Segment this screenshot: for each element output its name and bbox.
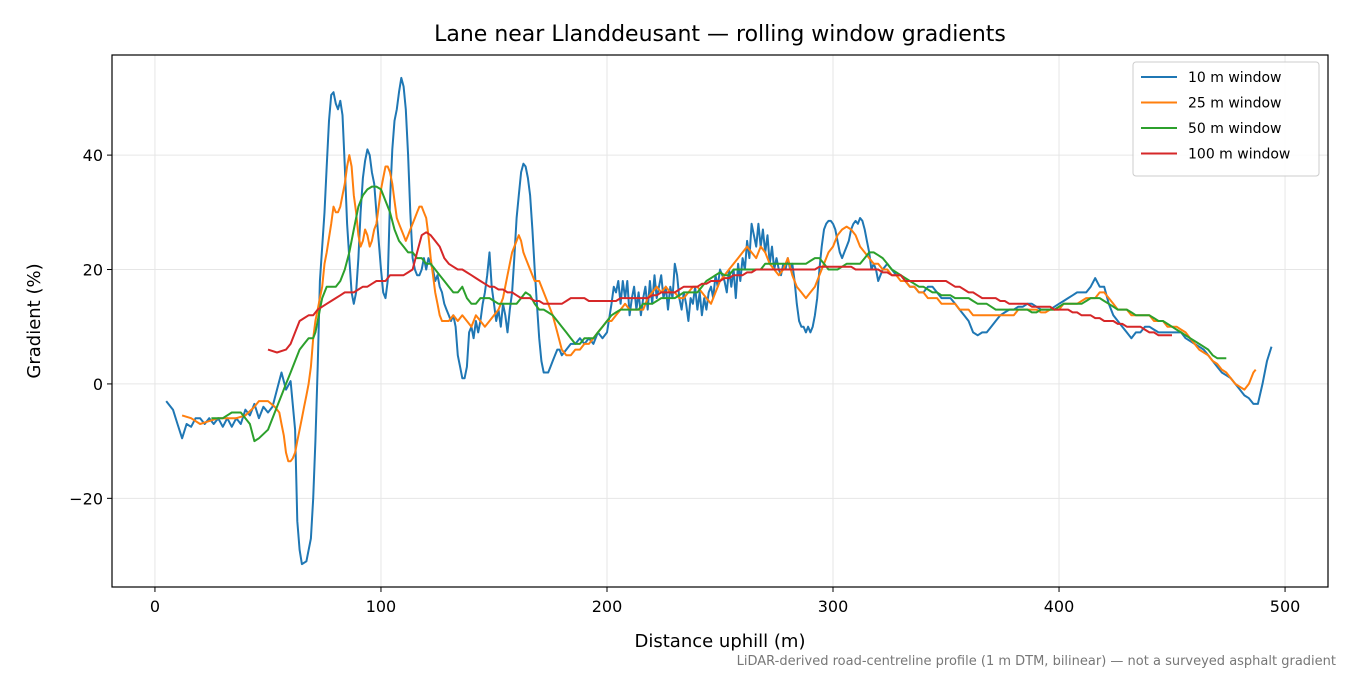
series-lines [165,76,1273,566]
x-tick-label: 300 [818,597,849,616]
chart-title: Lane near Llanddeusant — rolling window … [434,22,1006,47]
y-tick-label: 20 [83,261,103,280]
y-tick-label: 40 [83,146,103,165]
legend: 10 m window 25 m window 50 m window 100 m w… [1132,61,1320,177]
y-axis-title: Gradient (%) [24,263,45,378]
x-tick-label: 0 [150,597,160,616]
x-tick-label: 100 [366,597,397,616]
series-line-2 [181,154,1257,463]
series-line-4 [267,231,1172,354]
legend-label: 50 m window [1188,121,1281,137]
footnote: LiDAR-derived road-centreline profile (1… [737,654,1336,669]
legend-label: 100 m window [1188,147,1290,163]
legend-label: 25 m window [1188,96,1281,112]
plot-area-frame [111,54,1329,588]
x-axis-title: Distance uphill (m) [635,631,806,652]
axis-ticks: 0 100 200 300 400 500 −20 0 20 40 [69,146,1300,616]
series-line-3 [211,185,1227,443]
legend-label: 10 m window [1188,70,1281,86]
x-tick-label: 400 [1044,597,1075,616]
legend-box [1132,61,1320,177]
y-tick-label: −20 [69,489,103,508]
x-tick-label: 500 [1270,597,1301,616]
y-tick-label: 0 [93,375,103,394]
x-tick-label: 200 [592,597,623,616]
